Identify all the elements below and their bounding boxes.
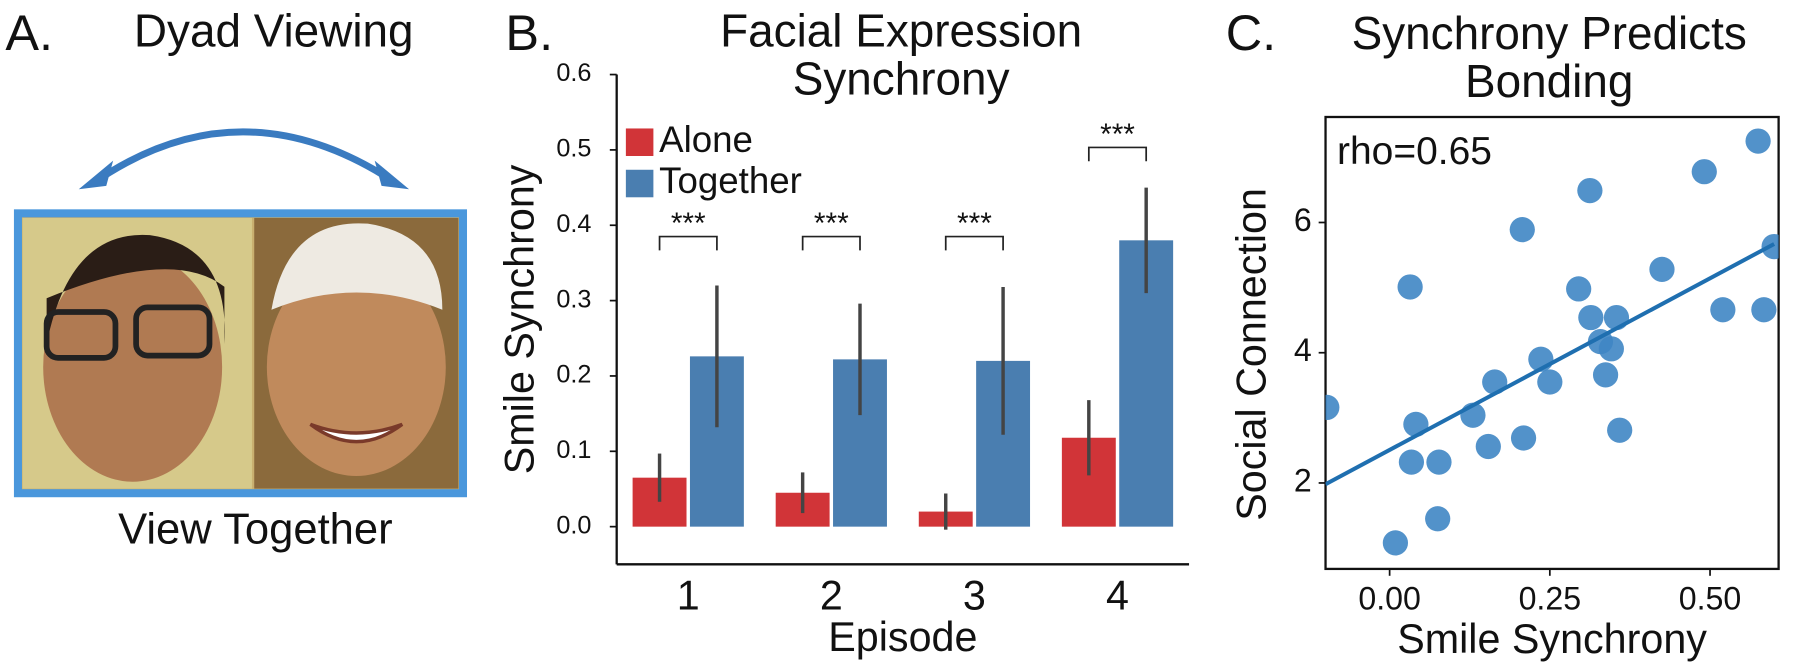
scatter-point bbox=[1509, 217, 1535, 243]
x-tick-label: 2 bbox=[820, 573, 843, 619]
y-tick-label: 4 bbox=[1294, 332, 1312, 368]
plot-frame bbox=[1324, 115, 1780, 571]
y-tick-label: 0.0 bbox=[556, 511, 591, 539]
legend-label: Together bbox=[659, 160, 802, 201]
y-axis-label: Smile Synchrony bbox=[497, 164, 543, 474]
panel-caption: View Together bbox=[118, 506, 393, 554]
scatter-point bbox=[1426, 449, 1452, 475]
arrow-head bbox=[78, 160, 410, 190]
scatter-point bbox=[1578, 304, 1604, 331]
panel-label: A. bbox=[5, 4, 53, 61]
scatter-point bbox=[1607, 417, 1633, 443]
annotation: rho=0.65 bbox=[1337, 130, 1492, 173]
y-tick-label: 0.2 bbox=[556, 361, 591, 389]
scatter-point bbox=[1751, 297, 1777, 323]
scatter-point bbox=[1537, 369, 1563, 395]
x-tick-label: 1 bbox=[677, 573, 700, 619]
significance-label: *** bbox=[814, 207, 849, 240]
significance-label: *** bbox=[671, 207, 706, 240]
panel-title: Dyad Viewing bbox=[134, 5, 414, 57]
x-tick-label: 3 bbox=[963, 573, 986, 619]
scatter-point bbox=[1745, 128, 1771, 154]
x-tick-label: 4 bbox=[1106, 573, 1129, 619]
legend-swatch bbox=[625, 169, 654, 198]
scatter-point bbox=[1710, 297, 1736, 323]
arrow bbox=[90, 128, 399, 187]
scatter-point bbox=[1691, 159, 1717, 185]
scatter-point bbox=[1510, 425, 1537, 451]
significance-label: *** bbox=[957, 207, 992, 240]
scatter-point bbox=[1398, 449, 1425, 475]
y-tick-label: 2 bbox=[1294, 462, 1312, 498]
y-tick-label: 0.5 bbox=[556, 135, 591, 163]
chart-title: Synchrony bbox=[793, 53, 1010, 105]
scatter-point bbox=[1649, 256, 1675, 282]
scatter-point bbox=[1425, 506, 1451, 532]
significance-bracket bbox=[658, 235, 718, 251]
scatter-point bbox=[1325, 394, 1340, 421]
legend-swatch bbox=[625, 128, 654, 156]
scatter-point bbox=[1598, 336, 1624, 362]
y-tick-label: 0.4 bbox=[556, 210, 591, 238]
legend-label: Alone bbox=[659, 119, 753, 160]
significance-bracket bbox=[944, 235, 1004, 251]
y-tick-label: 0.6 bbox=[556, 59, 591, 87]
scatter-point bbox=[1592, 362, 1619, 388]
x-tick-label: 0.50 bbox=[1679, 581, 1742, 617]
video-frame bbox=[13, 209, 468, 498]
panel-label: C. bbox=[1226, 4, 1276, 61]
scatter-point bbox=[1475, 433, 1501, 460]
y-axis-label: Social Connection bbox=[1228, 188, 1274, 521]
y-tick-label: 0.1 bbox=[556, 436, 591, 464]
chart-title: Synchrony Predicts bbox=[1352, 7, 1747, 59]
significance-label: *** bbox=[1100, 118, 1135, 151]
fit-line bbox=[1325, 242, 1776, 487]
y-tick-label: 0.3 bbox=[556, 285, 591, 313]
chart-title: Bonding bbox=[1465, 55, 1633, 107]
significance-bracket bbox=[801, 235, 861, 251]
significance-bracket bbox=[1087, 146, 1148, 162]
x-tick-label: 0.00 bbox=[1358, 581, 1421, 617]
x-tick-label: 0.25 bbox=[1519, 581, 1582, 617]
chart-title: Facial Expression bbox=[720, 5, 1082, 57]
scatter-point bbox=[1397, 274, 1423, 300]
scatter-point bbox=[1566, 276, 1592, 302]
scatter-point bbox=[1382, 530, 1409, 556]
x-axis-label: Episode bbox=[828, 614, 977, 660]
y-tick-label: 6 bbox=[1294, 202, 1312, 238]
x-axis-label: Smile Synchrony bbox=[1397, 616, 1707, 662]
scatter-point bbox=[1577, 177, 1603, 204]
panel-label: B. bbox=[505, 4, 553, 61]
